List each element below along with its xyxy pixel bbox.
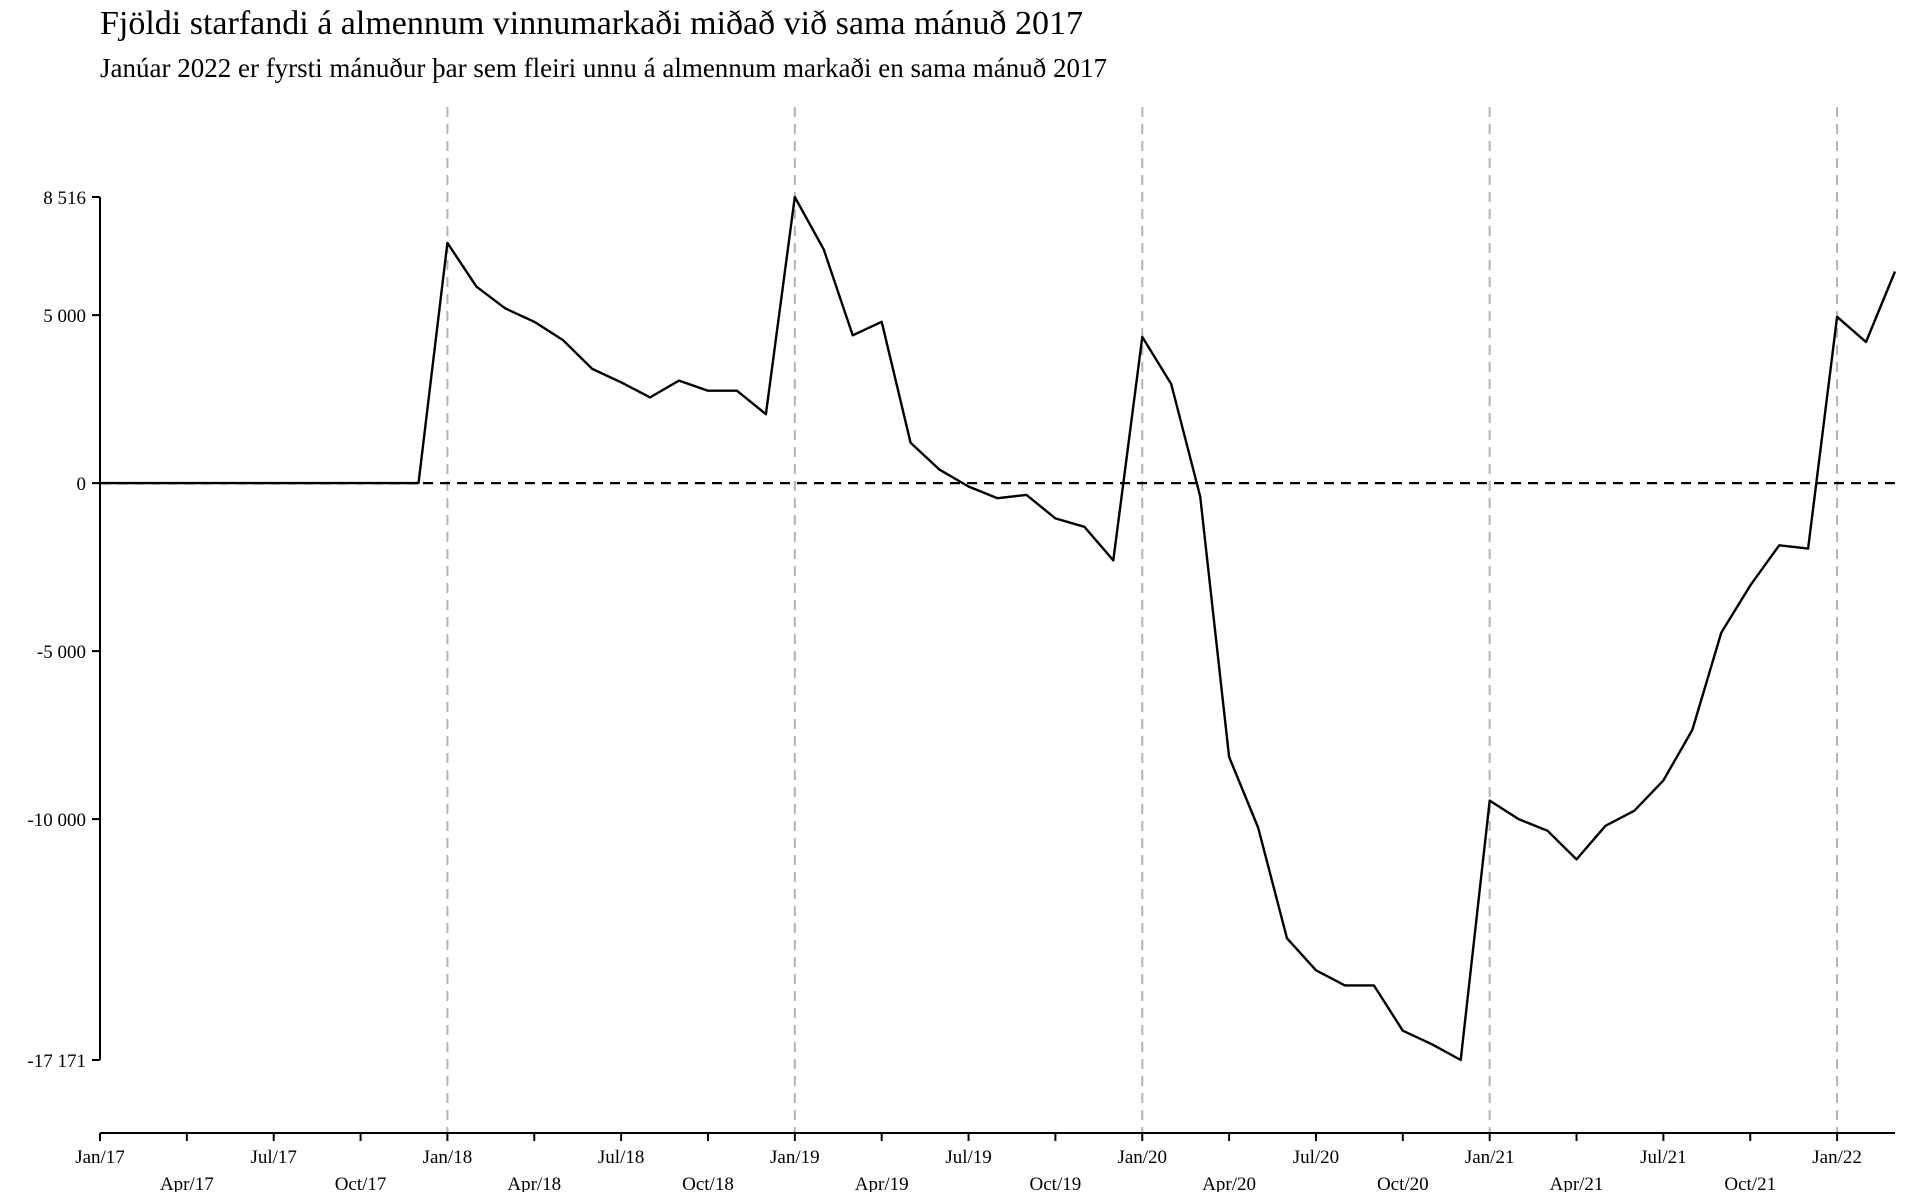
x-tick-label: Apr/17	[160, 1174, 214, 1192]
x-tick-label: Oct/18	[682, 1174, 734, 1192]
x-tick-label: Jul/20	[1293, 1147, 1339, 1168]
y-tick-label: 0	[77, 474, 87, 495]
x-tick-label: Jan/19	[770, 1147, 820, 1168]
y-tick-label: -10 000	[27, 810, 86, 831]
x-tick-label: Jul/19	[945, 1147, 991, 1168]
y-tick-label: 5 000	[43, 306, 86, 327]
x-tick-label: Jul/21	[1640, 1147, 1686, 1168]
x-tick-label: Oct/17	[335, 1174, 387, 1192]
chart-subtitle: Janúar 2022 er fyrsti mánuður þar sem fl…	[100, 53, 1107, 83]
x-tick-label: Jul/17	[250, 1147, 296, 1168]
x-tick-label: Apr/18	[507, 1174, 561, 1192]
x-tick-label: Oct/21	[1724, 1174, 1776, 1192]
chart-title: Fjöldi starfandi á almennum vinnumarkaði…	[100, 5, 1083, 42]
y-tick-label: -5 000	[37, 642, 86, 663]
x-tick-label: Jan/18	[423, 1147, 473, 1168]
x-tick-label: Oct/19	[1030, 1174, 1082, 1192]
x-tick-label: Apr/21	[1550, 1174, 1604, 1192]
x-tick-label: Oct/20	[1377, 1174, 1429, 1192]
y-tick-label: 8 516	[43, 188, 86, 209]
x-tick-label: Jan/22	[1812, 1147, 1862, 1168]
x-tick-label: Apr/20	[1202, 1174, 1256, 1192]
x-tick-label: Jul/18	[598, 1147, 644, 1168]
x-tick-label: Jan/21	[1465, 1147, 1515, 1168]
y-tick-label: -17 171	[27, 1051, 86, 1072]
x-tick-label: Jan/20	[1117, 1147, 1167, 1168]
x-tick-label: Apr/19	[855, 1174, 909, 1192]
x-tick-label: Jan/17	[75, 1147, 125, 1168]
series-line	[100, 195, 1897, 1062]
